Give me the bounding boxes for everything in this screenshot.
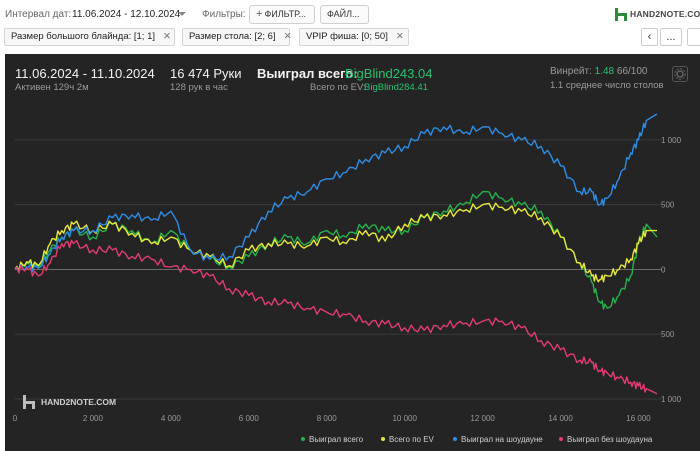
toolbar: Интервал дат: 11.06.2024 - 12.10.2024 Фи…: [0, 0, 700, 28]
close-icon[interactable]: ✕: [395, 31, 404, 42]
avg-tables: 1.1 среднее число столов: [550, 80, 664, 91]
y-tick-label: 500: [661, 330, 675, 339]
filter-button-label: ФИЛЬТР...: [264, 9, 306, 19]
chip-label: Размер большого блайнда: [1; 1]: [11, 31, 156, 42]
y-tick-label: 1 000: [661, 395, 682, 404]
won-label: Выиграл всего:: [257, 66, 358, 81]
close-icon[interactable]: ✕: [163, 31, 171, 42]
graph-panel: 11.06.2024 - 11.10.2024 Активен 129ч 2м …: [5, 54, 700, 451]
hands-count: 16 474 Руки: [170, 66, 242, 81]
ev-value: BigBlind284.41: [364, 82, 428, 93]
chevron-left-icon[interactable]: ‹: [641, 28, 658, 46]
chip-bb-size[interactable]: Размер большого блайнда: [1; 1] ✕: [4, 28, 175, 46]
file-button-label: ФАЙЛ...: [327, 9, 360, 19]
winrate: Винрейт: 1.48 66/100: [550, 66, 647, 77]
date-range-select[interactable]: 11.06.2024 - 12.10.2024: [72, 9, 181, 20]
x-tick-label: 0: [13, 414, 18, 423]
chip-scroll-edge: [687, 28, 700, 46]
graph-chart: 0 2 000 4 000 6 000 8 000 10 000 12 000 14 000 1…: [13, 113, 682, 444]
legend-marker: [559, 437, 563, 441]
more-button[interactable]: ...: [660, 28, 682, 46]
legend-label: Выиграл всего: [309, 435, 364, 444]
series-line: [14, 113, 658, 274]
watermark: HAND2NOTE.COM: [23, 395, 116, 409]
active-time: Активен 129ч 2м: [15, 82, 89, 93]
watermark-text: HAND2NOTE.COM: [41, 397, 116, 407]
y-tick-label: 1 000: [661, 136, 682, 145]
y-axis-ticks: 1 000 500 0 500 1 000: [661, 136, 682, 404]
chip-label: Размер стола: [2; 6]: [189, 31, 276, 42]
legend-label: Всего по EV: [389, 435, 435, 444]
x-tick-label: 10 000: [392, 414, 417, 423]
filters-label: Фильтры:: [202, 9, 246, 20]
legend-label: Выиграл без шоудауна: [567, 435, 653, 444]
chip-table-size[interactable]: Размер стола: [2; 6] ✕: [182, 28, 292, 46]
x-tick-label: 4 000: [161, 414, 182, 423]
file-button[interactable]: ФАЙЛ...: [320, 5, 369, 24]
x-axis-ticks: 0 2 000 4 000 6 000 8 000 10 000 12 000 14 000 1…: [13, 414, 652, 423]
x-tick-label: 2 000: [83, 414, 104, 423]
hand2note-logo: HAND2NOTE.COM: [615, 7, 700, 21]
series-line: [14, 239, 658, 395]
gear-icon[interactable]: [672, 66, 688, 82]
y-tick-label: 0: [661, 265, 666, 274]
x-tick-label: 8 000: [317, 414, 338, 423]
series-line: [14, 202, 657, 283]
logo-mark-icon: [615, 7, 627, 21]
legend-label: Выиграл на шоудауне: [461, 435, 543, 444]
x-tick-label: 16 000: [626, 414, 651, 423]
series-lines: [14, 113, 658, 395]
chip-label: VPIP фиша: [0; 50]: [306, 31, 388, 42]
x-tick-label: 12 000: [470, 414, 495, 423]
period: 11.06.2024 - 11.10.2024: [15, 66, 155, 81]
won-value: BigBlind243.04: [345, 66, 433, 81]
date-range-label: Интервал дат:: [5, 9, 72, 20]
series-line: [14, 190, 658, 310]
hands-per-hour: 128 рук в час: [170, 82, 228, 93]
legend-marker: [301, 437, 305, 441]
chart-grid: [15, 139, 662, 400]
x-tick-label: 14 000: [548, 414, 573, 423]
plus-icon: +: [256, 8, 263, 20]
y-tick-label: 500: [661, 201, 675, 210]
chevron-down-icon[interactable]: [178, 12, 186, 16]
winrate-value: 1.48: [594, 66, 615, 77]
logo-text: HAND2NOTE.COM: [630, 9, 700, 19]
filter-chips: Размер большого блайнда: [1; 1] ✕ Размер …: [0, 28, 700, 50]
filter-button[interactable]: + ФИЛЬТР...: [249, 5, 315, 24]
legend-marker: [453, 437, 457, 441]
winrate-label: Винрейт:: [550, 66, 592, 77]
legend-marker: [381, 437, 385, 441]
close-icon[interactable]: ✕: [283, 31, 292, 42]
chip-vpip-fish[interactable]: VPIP фиша: [0; 50] ✕: [299, 28, 409, 46]
chart-legend: Выиграл всего Всего по EV Выиграл на шоуда…: [301, 435, 653, 444]
winrate-denominator: 66/100: [616, 66, 648, 77]
x-tick-label: 6 000: [239, 414, 260, 423]
ev-label: Всего по EV:: [310, 82, 366, 93]
